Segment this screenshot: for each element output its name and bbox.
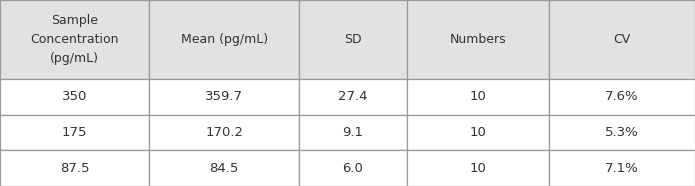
Text: 84.5: 84.5 (209, 162, 239, 175)
Text: SD: SD (344, 33, 361, 46)
Bar (549, 150, 695, 186)
Bar (407, 115, 549, 150)
Text: CV: CV (614, 33, 630, 46)
Bar (0, 0, 149, 79)
Bar (149, 115, 299, 150)
Bar (549, 0, 695, 79)
Text: 6.0: 6.0 (342, 162, 363, 175)
Bar (149, 79, 299, 115)
Bar (0, 79, 149, 115)
Text: 27.4: 27.4 (338, 90, 368, 103)
Bar (549, 115, 695, 150)
Text: Mean (pg/mL): Mean (pg/mL) (181, 33, 268, 46)
Text: 7.6%: 7.6% (605, 90, 639, 103)
Text: 87.5: 87.5 (60, 162, 90, 175)
Text: 170.2: 170.2 (205, 126, 243, 139)
Text: 350: 350 (62, 90, 88, 103)
Text: 5.3%: 5.3% (605, 126, 639, 139)
Bar (299, 115, 407, 150)
Bar (407, 79, 549, 115)
Bar (549, 79, 695, 115)
Text: Sample
Concentration
(pg/mL): Sample Concentration (pg/mL) (31, 14, 119, 65)
Text: 10: 10 (469, 90, 486, 103)
Text: 10: 10 (469, 162, 486, 175)
Text: 10: 10 (469, 126, 486, 139)
Bar (407, 0, 549, 79)
Bar (149, 0, 299, 79)
Bar (149, 150, 299, 186)
Bar (0, 150, 149, 186)
Text: Numbers: Numbers (450, 33, 506, 46)
Bar (0, 115, 149, 150)
Text: 359.7: 359.7 (205, 90, 243, 103)
Text: 9.1: 9.1 (342, 126, 363, 139)
Bar (299, 79, 407, 115)
Bar (299, 0, 407, 79)
Text: 7.1%: 7.1% (605, 162, 639, 175)
Text: 175: 175 (62, 126, 88, 139)
Bar (407, 150, 549, 186)
Bar (299, 150, 407, 186)
